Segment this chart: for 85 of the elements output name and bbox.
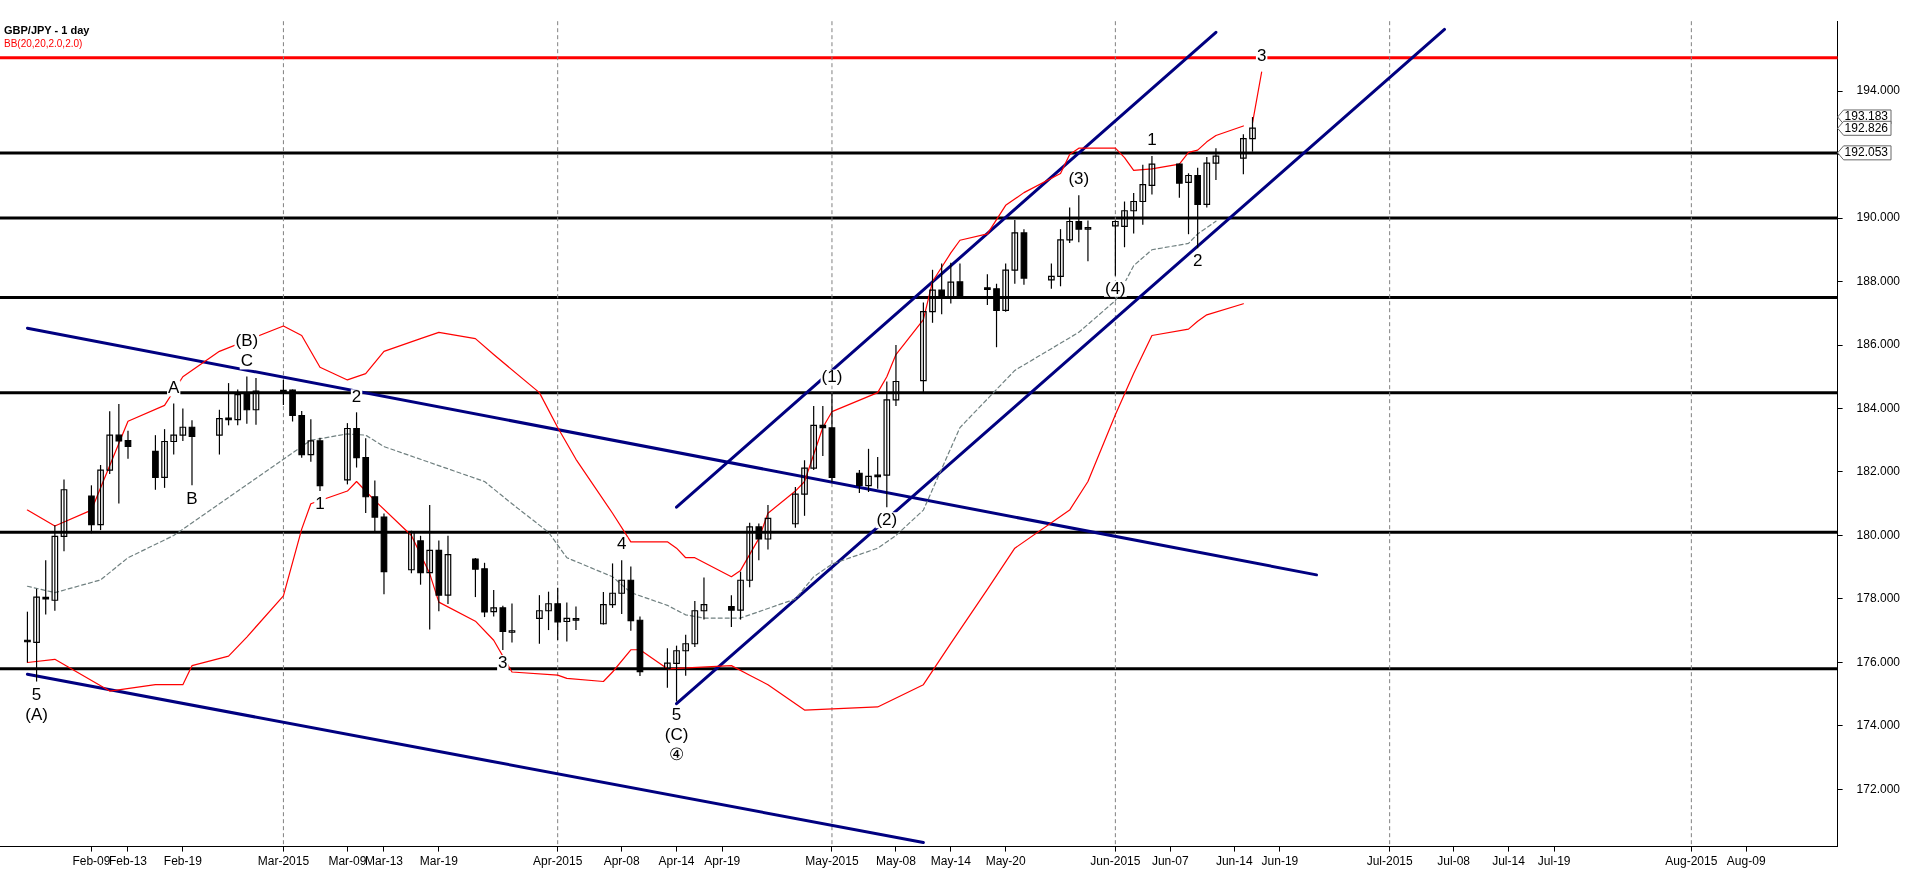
annotation: (1) <box>821 366 843 386</box>
x-tick-label: May-2015 <box>805 854 859 869</box>
y-tick-label: 188.000 <box>1856 273 1901 288</box>
chart-title: GBP/JPY - 1 day <box>4 23 91 36</box>
y-tick-label: 182.000 <box>1856 464 1901 479</box>
candlestick <box>344 422 351 485</box>
candlestick <box>545 591 552 631</box>
x-tick-label: Feb-09 <box>72 854 111 869</box>
x-tick-label: Jun-2015 <box>1090 854 1141 869</box>
annotation: 5 <box>671 704 682 724</box>
x-tick-label: May-08 <box>875 854 917 869</box>
x-tick-label: Feb-19 <box>163 854 203 869</box>
annotation: (B) <box>235 330 259 350</box>
annotation: A <box>168 377 181 397</box>
x-tick-label: Jul-19 <box>1537 854 1571 869</box>
y-tick-label: 194.000 <box>1856 83 1901 98</box>
annotation: (2) <box>876 510 898 530</box>
annotation: 5 <box>31 684 42 704</box>
candlestick <box>691 600 699 648</box>
y-tick-label: 172.000 <box>1856 781 1901 796</box>
x-tick-label: May-20 <box>985 854 1026 869</box>
annotation: C <box>240 350 253 370</box>
annotation: 1 <box>315 494 325 514</box>
x-tick-label: Mar-19 <box>419 854 459 869</box>
candlestick <box>618 559 626 615</box>
x-tick-label: Apr-14 <box>658 854 695 869</box>
x-tick-label: Jun-19 <box>1261 854 1299 869</box>
y-tick-label: 186.000 <box>1856 337 1901 352</box>
annotation: 3 <box>498 653 508 673</box>
candlestick <box>563 601 571 643</box>
annotation: (4) <box>1104 278 1126 298</box>
candlestick <box>216 409 223 456</box>
x-tick-label: May-14 <box>930 854 972 869</box>
text: 192.053 <box>1844 145 1889 160</box>
candlestick <box>728 594 735 628</box>
x-tick-label: Mar-2015 <box>257 854 310 869</box>
candlestick <box>609 562 616 609</box>
x-tick-label: Apr-2015 <box>533 854 583 869</box>
candlestick <box>1048 262 1055 290</box>
x-tick-label: Apr-08 <box>603 854 641 869</box>
candlestick <box>792 486 799 529</box>
candlestick <box>161 428 168 489</box>
candlestick <box>801 459 808 517</box>
candlestick <box>1057 228 1064 287</box>
annotation: (C) <box>664 724 689 744</box>
annotation: 2 <box>1192 251 1203 271</box>
x-tick-label: Jul-08 <box>1437 854 1471 869</box>
annotation: (3) <box>1068 169 1090 189</box>
candlestick <box>600 591 607 625</box>
y-tick-label: 176.000 <box>1856 654 1901 669</box>
x-tick-label: Jul-2015 <box>1366 854 1413 869</box>
candlestick <box>810 405 818 471</box>
y-tick-label: 190.000 <box>1856 210 1901 225</box>
candlestick <box>1148 155 1156 196</box>
annotation: ④ <box>669 744 685 764</box>
annotation: 3 <box>1256 46 1267 66</box>
candlestick <box>307 418 315 463</box>
candlestick <box>700 576 708 621</box>
x-tick-label: Apr-19 <box>704 854 741 869</box>
candlestick <box>490 589 498 618</box>
annotation: 1 <box>1147 130 1157 150</box>
annotation: BB(20,20,2.0,2.0) <box>4 37 83 49</box>
candlestick <box>737 571 744 621</box>
x-tick-label: Jun-14 <box>1215 854 1253 869</box>
x-tick-label: Jun-07 <box>1151 854 1189 869</box>
candlestick <box>865 448 872 493</box>
annotation: 4 <box>616 534 627 554</box>
x-tick-label: Jul-14 <box>1492 854 1526 869</box>
candlestick <box>170 402 178 456</box>
candlestick <box>179 407 187 442</box>
annotation: 2 <box>351 386 362 406</box>
y-tick-label: 174.000 <box>1856 718 1901 733</box>
candlestick <box>536 594 543 645</box>
x-tick-label: Mar-09 <box>328 854 367 869</box>
y-tick-label: 180.000 <box>1856 527 1901 542</box>
y-tick-label: 184.000 <box>1856 400 1901 415</box>
x-tick-label: Aug-09 <box>1726 854 1766 869</box>
annotation: (A) <box>25 704 48 724</box>
y-tick-label: 178.000 <box>1856 591 1901 606</box>
candlestick <box>444 535 452 605</box>
line-series <box>26 220 1217 619</box>
candlestick <box>1203 156 1211 209</box>
candlestick <box>106 410 114 475</box>
annotation: B <box>186 488 198 508</box>
x-tick-label: Aug-2015 <box>1665 854 1718 869</box>
